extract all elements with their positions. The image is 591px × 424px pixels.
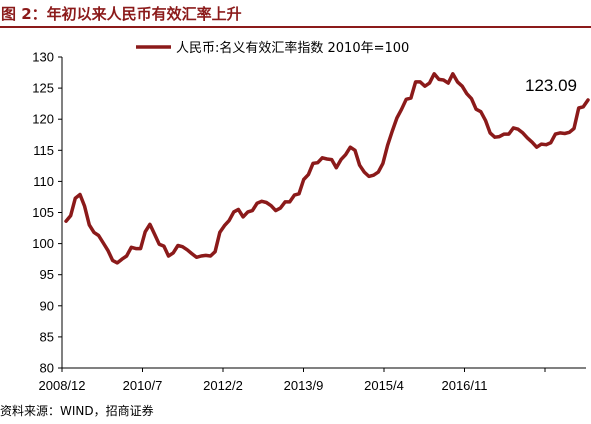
y-tick-label: 95 bbox=[40, 267, 54, 282]
y-tick-label: 85 bbox=[40, 329, 54, 344]
chart-line-series bbox=[64, 72, 590, 265]
y-tick-label: 105 bbox=[32, 205, 54, 220]
x-tick-label: 2013/9 bbox=[284, 378, 324, 393]
y-tick-label: 125 bbox=[32, 81, 54, 96]
x-tick-label: 2015/4 bbox=[364, 378, 404, 393]
x-tick-label: 2016/11 bbox=[441, 378, 487, 393]
legend-label: 人民币:名义有效汇率指数 2010年=100 bbox=[176, 40, 409, 56]
figure-title: 图 2：年初以来人民币有效汇率上升 bbox=[1, 5, 242, 23]
chart-legend: 人民币:名义有效汇率指数 2010年=100 bbox=[136, 40, 409, 56]
y-tick-label: 80 bbox=[40, 361, 54, 376]
y-tick-label: 120 bbox=[32, 112, 54, 127]
series-line bbox=[64, 72, 590, 265]
y-tick-label: 115 bbox=[33, 143, 54, 158]
source-note: 资料来源：WIND，招商证券 bbox=[0, 404, 154, 418]
x-tick-label: 2012/2 bbox=[203, 378, 243, 393]
y-tick-label: 130 bbox=[32, 50, 54, 65]
x-tick-label: 2008/12 bbox=[39, 378, 86, 393]
chart: 80 85 90 95 100 105 110 115 120 125 130 2008/12 2010… bbox=[32, 40, 590, 393]
y-tick-label: 100 bbox=[32, 236, 54, 251]
y-tick-label: 90 bbox=[40, 298, 54, 313]
chart-axes: 80 85 90 95 100 105 110 115 120 125 130 2008/12 2010… bbox=[32, 50, 586, 393]
figure-header: 图 2：年初以来人民币有效汇率上升 bbox=[0, 0, 591, 28]
last-value-label: 123.09 bbox=[525, 76, 577, 95]
x-tick-label: 2010/7 bbox=[123, 378, 163, 393]
y-tick-label: 110 bbox=[33, 174, 54, 189]
